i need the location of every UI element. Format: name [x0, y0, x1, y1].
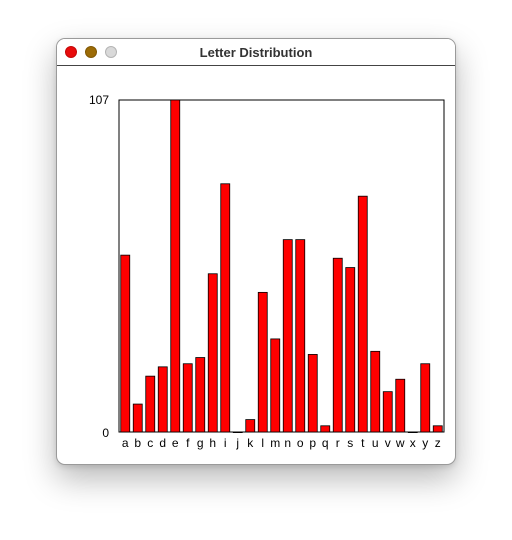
bar-a: [120, 254, 131, 433]
x-tick-label-i: i: [224, 436, 227, 450]
bar-z: [432, 425, 443, 433]
bar-c: [145, 375, 156, 433]
title-bar[interactable]: Letter Distribution: [57, 39, 455, 66]
y-tick-label-min: 0: [102, 426, 109, 440]
x-tick-label-b: b: [134, 436, 141, 450]
bar-i: [220, 183, 231, 433]
bar-q: [320, 425, 331, 433]
bar-chart: a b c d e f g h i j k l m n o p q r s t u v w x y z 107 0: [89, 93, 445, 450]
bar-y: [420, 363, 431, 433]
bar-v: [382, 391, 393, 433]
y-tick-label-max: 107: [89, 93, 109, 107]
bar-s: [345, 267, 356, 433]
x-tick-label-a: a: [122, 436, 129, 450]
bar-n: [282, 239, 293, 433]
bar-u: [370, 350, 381, 433]
x-tick-label-c: c: [147, 436, 153, 450]
plot-frame: [118, 99, 445, 433]
bar-g: [195, 357, 206, 433]
x-tick-label-q: q: [322, 436, 329, 450]
minimize-button[interactable]: [85, 46, 97, 58]
bar-b: [132, 403, 143, 433]
bar-r: [332, 257, 343, 433]
bar-l: [257, 291, 268, 433]
x-tick-label-r: r: [336, 436, 340, 450]
bar-t: [357, 195, 368, 433]
bar-f: [182, 363, 193, 433]
x-tick-label-t: t: [361, 436, 365, 450]
bar-e: [170, 99, 181, 433]
x-tick-label-v: v: [385, 436, 391, 450]
x-tick-label-j: j: [235, 436, 239, 450]
x-tick-label-w: w: [395, 436, 405, 450]
zoom-button[interactable]: [105, 46, 117, 58]
bar-p: [307, 354, 318, 433]
x-tick-label-g: g: [197, 436, 204, 450]
bar-j: [232, 431, 243, 434]
bar-o: [295, 239, 306, 433]
x-tick-label-o: o: [297, 436, 304, 450]
x-tick-label-e: e: [172, 436, 179, 450]
bar-k: [245, 419, 256, 433]
chart-area: a b c d e f g h i j k l m n o p q r s t u v w x y z 107 0: [57, 66, 455, 464]
bar-d: [157, 366, 168, 433]
x-tick-label-f: f: [186, 436, 190, 450]
x-tick-label-k: k: [247, 436, 254, 450]
x-tick-label-z: z: [435, 436, 441, 450]
x-tick-label-u: u: [372, 436, 379, 450]
x-tick-label-s: s: [347, 436, 353, 450]
x-tick-label-p: p: [309, 436, 316, 450]
bar-w: [395, 378, 406, 433]
x-tick-label-y: y: [422, 436, 428, 450]
bar-m: [270, 338, 281, 433]
x-tick-label-m: m: [270, 436, 280, 450]
x-tick-label-l: l: [261, 436, 264, 450]
x-tick-label-n: n: [284, 436, 291, 450]
x-tick-label-d: d: [159, 436, 166, 450]
close-button[interactable]: [65, 46, 77, 58]
x-tick-label-h: h: [209, 436, 216, 450]
bar-h: [207, 273, 218, 433]
bar-x: [407, 431, 418, 434]
x-tick-label-x: x: [410, 436, 416, 450]
window-title: Letter Distribution: [199, 45, 313, 60]
